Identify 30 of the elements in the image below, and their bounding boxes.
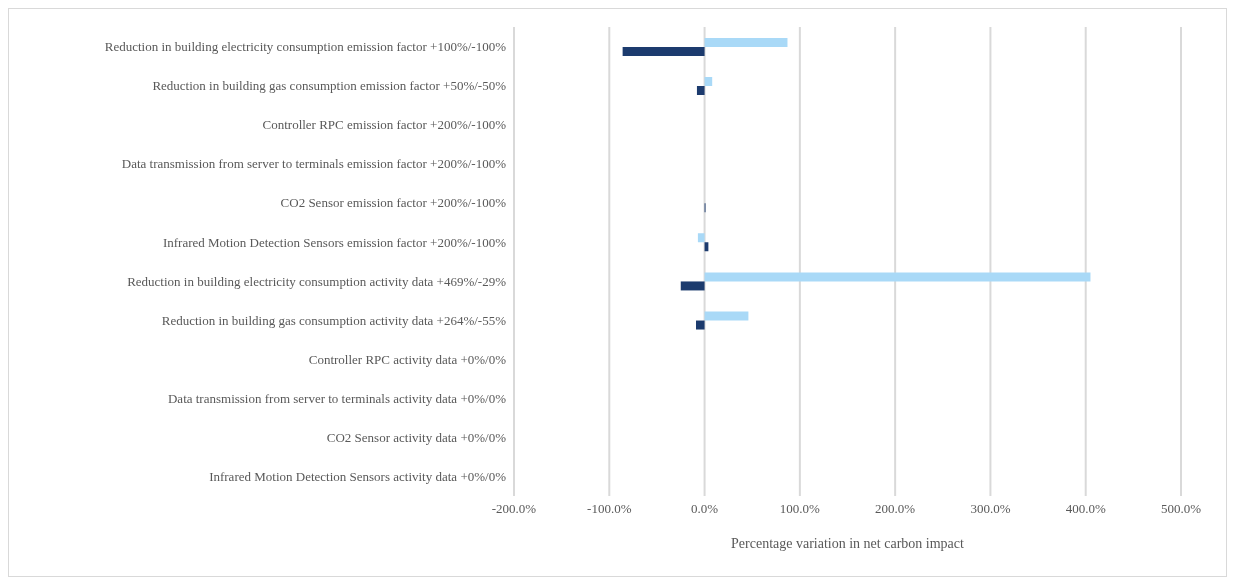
x-axis-title: Percentage variation in net carbon impact xyxy=(731,536,965,551)
y-tick-label: Reduction in building electricity consumption emission factor +100%/-100% xyxy=(104,39,507,55)
bar xyxy=(704,272,1091,282)
bar xyxy=(680,281,705,291)
x-tick-label: 500.0% xyxy=(1160,501,1202,517)
y-tick-label: Infrared Motion Detection Sensors activity data +0%/0% xyxy=(209,469,507,485)
bar xyxy=(697,233,705,243)
bar xyxy=(704,37,788,47)
bar xyxy=(704,77,713,87)
x-tick-label: 200.0% xyxy=(875,501,916,517)
y-tick-label: CO2 Sensor emission factor +200%/-100% xyxy=(280,195,507,211)
y-tick-label: Infrared Motion Detection Sensors emission factor +200%/-100% xyxy=(162,234,507,250)
y-tick-label: Reduction in building electricity consumption activity data +469%/-29% xyxy=(127,273,507,289)
bar xyxy=(696,86,705,96)
y-tick-label: Data transmission from server to terminals emission factor +200%/-100% xyxy=(121,156,507,172)
y-tick-label: Reduction in building gas consumption emission factor +50%/-50% xyxy=(152,78,507,94)
y-tick-label: Controller RPC activity data +0%/0% xyxy=(308,351,507,367)
x-tick-label: -100.0% xyxy=(587,501,632,517)
y-tick-label: Data transmission from server to terminals activity data +0%/0% xyxy=(167,390,507,406)
x-tick-label: 100.0% xyxy=(779,501,821,517)
x-tick-label: -200.0% xyxy=(491,501,537,517)
bar xyxy=(696,320,705,330)
y-tick-label: Reduction in building gas consumption activity data +264%/-55% xyxy=(161,312,507,328)
x-tick-label: 300.0% xyxy=(970,501,1011,517)
bar xyxy=(704,311,749,321)
x-tick-label: 0.0% xyxy=(691,501,719,517)
y-tick-label: CO2 Sensor activity data +0%/0% xyxy=(326,429,507,445)
x-tick-label: 400.0% xyxy=(1065,501,1106,517)
y-tick-label: Controller RPC emission factor +200%/-100% xyxy=(262,117,507,133)
bar xyxy=(622,46,705,56)
